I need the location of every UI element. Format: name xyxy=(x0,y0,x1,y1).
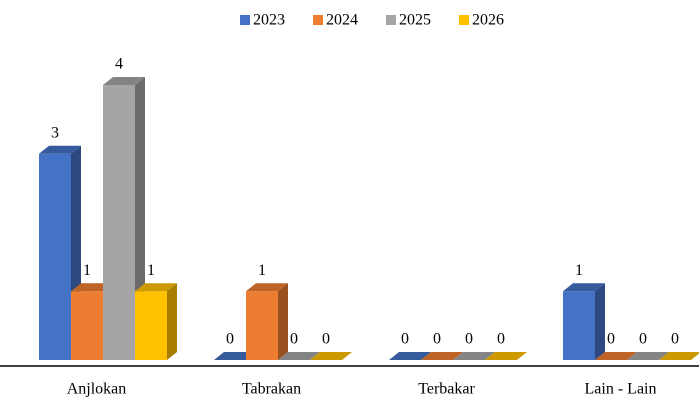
value-label: 3 xyxy=(51,124,59,141)
bar xyxy=(563,291,595,360)
bar xyxy=(71,291,103,360)
bar-top xyxy=(563,283,605,292)
bar-side xyxy=(167,283,177,360)
bar-top xyxy=(103,77,145,85)
bar-top xyxy=(39,145,81,154)
legend-swatch xyxy=(459,15,469,25)
value-label: 0 xyxy=(226,331,234,348)
x-tick-label: Tabrakan xyxy=(242,381,301,398)
value-label: 0 xyxy=(639,331,647,348)
bar-top xyxy=(278,352,320,360)
value-label: 1 xyxy=(575,262,583,279)
legend-swatch xyxy=(386,15,396,25)
value-label: 1 xyxy=(258,262,266,279)
value-label: 0 xyxy=(433,331,441,348)
bar-side xyxy=(595,283,605,360)
x-tick-label: Terbakar xyxy=(418,381,475,398)
legend-label: 2025 xyxy=(399,12,431,29)
bar-top xyxy=(485,352,527,360)
legend-label: 2026 xyxy=(472,12,504,29)
value-label: 0 xyxy=(322,331,330,348)
bar-top xyxy=(453,352,495,360)
legend-label: 2023 xyxy=(253,12,285,29)
bar xyxy=(103,85,135,360)
bar-top xyxy=(595,352,637,360)
bar-top xyxy=(310,352,352,360)
value-label: 1 xyxy=(147,262,155,279)
value-label: 0 xyxy=(290,331,298,348)
bar-top xyxy=(421,352,463,360)
legend-label: 2024 xyxy=(326,12,358,29)
x-tick-label: Anjlokan xyxy=(67,381,127,398)
bar-top xyxy=(246,283,288,292)
bar-top xyxy=(627,352,669,360)
value-label: 0 xyxy=(607,331,615,348)
legend-swatch xyxy=(313,15,323,25)
value-label: 0 xyxy=(465,331,473,348)
bar-side xyxy=(278,283,288,360)
x-tick-label: Lain - Lain xyxy=(585,381,657,398)
bar-top xyxy=(71,283,113,292)
bar-top xyxy=(135,283,177,292)
value-label: 4 xyxy=(115,56,123,73)
value-label: 0 xyxy=(497,331,505,348)
bar xyxy=(135,291,167,360)
bar-top xyxy=(659,352,699,360)
legend-swatch xyxy=(240,15,250,25)
value-label: 0 xyxy=(671,331,679,348)
bar-top xyxy=(389,352,431,360)
bar xyxy=(39,153,71,360)
bar-top xyxy=(214,352,256,360)
bar xyxy=(246,291,278,360)
value-label: 0 xyxy=(401,331,409,348)
value-label: 1 xyxy=(83,262,91,279)
